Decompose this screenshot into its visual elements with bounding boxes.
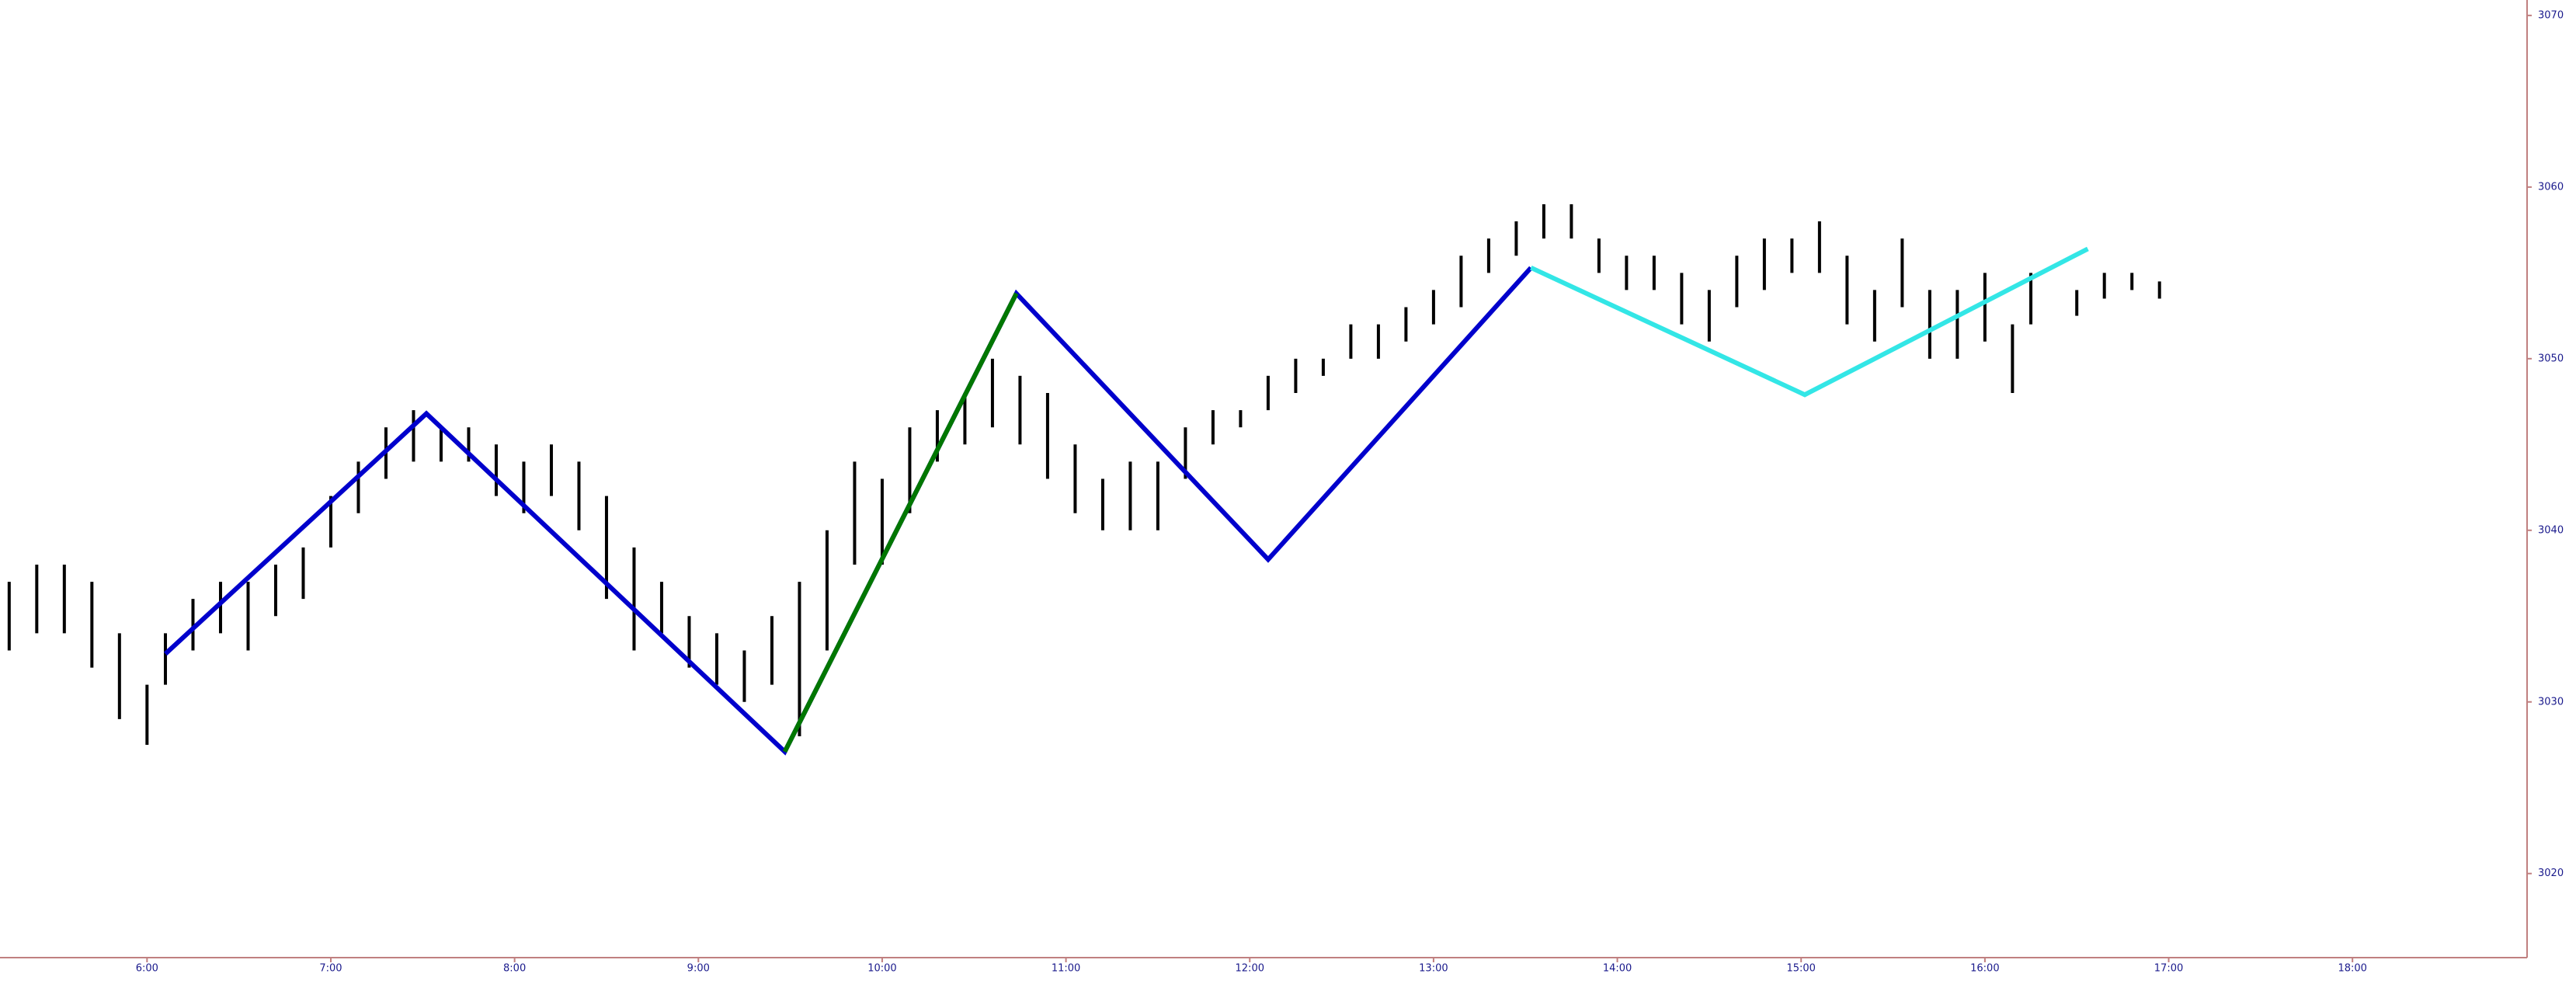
x-tick-label: 15:00 bbox=[1786, 963, 1815, 975]
x-tick-label: 17:00 bbox=[2154, 963, 2183, 975]
trend-line bbox=[1530, 246, 2089, 398]
trend-line bbox=[163, 266, 1533, 756]
x-tick-label: 9:00 bbox=[687, 963, 710, 975]
x-tick-label: 18:00 bbox=[2338, 963, 2366, 975]
x-tick-label: 16:00 bbox=[1970, 963, 1999, 975]
x-tick-label: 12:00 bbox=[1236, 963, 1264, 975]
x-tick-label: 11:00 bbox=[1052, 963, 1080, 975]
y-tick-label: 3030 bbox=[2538, 696, 2564, 708]
x-tick-label: 14:00 bbox=[1603, 963, 1632, 975]
y-tick-label: 3020 bbox=[2538, 868, 2564, 879]
x-tick-label: 6:00 bbox=[136, 963, 158, 975]
x-tick-label: 7:00 bbox=[319, 963, 342, 975]
y-tick-label: 3060 bbox=[2538, 181, 2564, 193]
y-tick-label: 3070 bbox=[2538, 9, 2564, 21]
x-tick-label: 10:00 bbox=[867, 963, 896, 975]
x-tick-label: 13:00 bbox=[1419, 963, 1448, 975]
trend-line bbox=[782, 292, 1019, 753]
y-tick-label: 3050 bbox=[2538, 353, 2564, 364]
x-tick-label: 8:00 bbox=[503, 963, 526, 975]
y-tick-label: 3040 bbox=[2538, 524, 2564, 536]
